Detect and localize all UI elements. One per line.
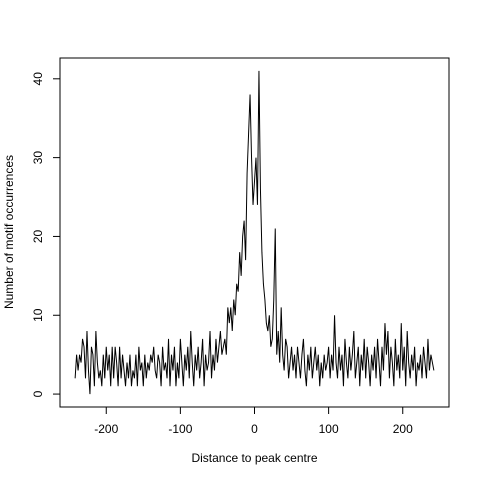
y-tick-label: 30 — [31, 151, 45, 165]
y-tick-label: 40 — [31, 72, 45, 86]
data-line — [74, 70, 435, 395]
x-tick-label: 0 — [251, 422, 258, 436]
x-tick-label: 100 — [319, 422, 339, 436]
x-tick-label: 200 — [393, 422, 413, 436]
x-axis-label: Distance to peak centre — [191, 451, 317, 465]
y-tick-label: 10 — [31, 308, 45, 322]
x-tick-label: -200 — [94, 422, 118, 436]
x-tick-label: -100 — [168, 422, 192, 436]
y-tick-label: 0 — [31, 390, 45, 397]
y-axis-label: Number of motif occurrences — [2, 155, 16, 309]
y-tick-label: 20 — [31, 229, 45, 243]
